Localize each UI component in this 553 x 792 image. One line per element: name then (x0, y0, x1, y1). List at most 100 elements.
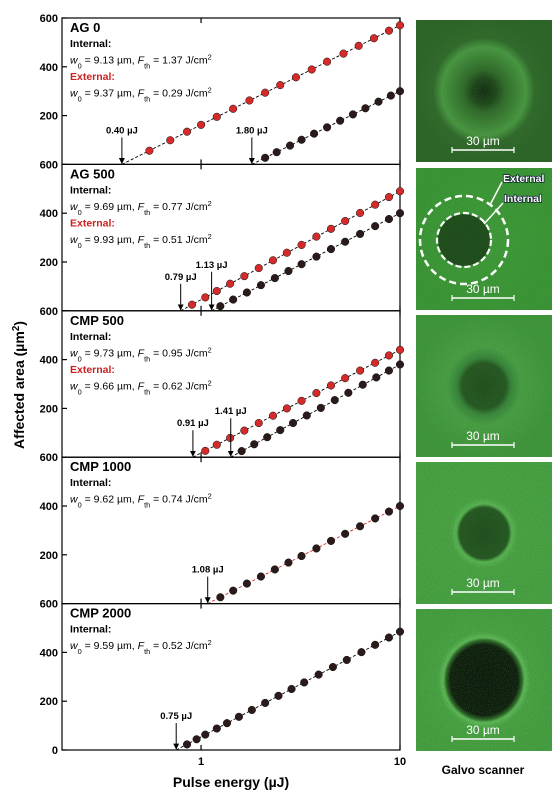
data-point (396, 187, 404, 195)
y-tick-label: 400 (40, 355, 58, 367)
text-segment: 2 (208, 231, 212, 240)
data-point (340, 50, 348, 58)
y-tick-label: 600 (40, 13, 58, 25)
data-point (213, 725, 221, 733)
data-point (193, 735, 201, 743)
note-label: Internal: (70, 624, 111, 636)
data-point (371, 201, 379, 209)
data-point (371, 222, 379, 230)
data-point (243, 580, 251, 588)
data-point (356, 367, 364, 375)
data-point (385, 193, 393, 201)
data-point (213, 441, 221, 449)
scale-bar-label: 30 µm (466, 282, 500, 296)
data-point (396, 22, 404, 30)
micrograph: 30 µm (416, 315, 552, 457)
data-point (313, 233, 321, 241)
fit-parameters: w0 = 9.13 µm, Fth = 1.37 J/cm2 (70, 52, 212, 70)
y-tick-label: 400 (40, 647, 58, 659)
data-point (213, 113, 221, 121)
text-segment: = 0.51 J/cm (150, 234, 208, 246)
plot-frame (62, 457, 400, 603)
text-segment: = 9.37 µm, (82, 88, 138, 100)
data-point (243, 289, 251, 297)
data-point (223, 719, 231, 727)
fit-line (193, 350, 400, 457)
data-point (241, 427, 249, 435)
data-point (303, 412, 311, 420)
data-point (331, 396, 339, 404)
data-point (372, 374, 380, 382)
note-label: Internal: (70, 38, 111, 50)
data-point (341, 374, 349, 382)
note-label: Internal: (70, 477, 111, 489)
text-segment: 2 (208, 52, 212, 61)
fit-parameters: w0 = 9.93 µm, Fth = 0.51 J/cm2 (70, 231, 212, 249)
data-point (263, 433, 271, 441)
text-segment: = 9.66 µm, (82, 380, 138, 392)
text-segment: = 9.93 µm, (82, 234, 138, 246)
data-point (327, 382, 335, 390)
data-point (226, 280, 234, 288)
data-point (261, 89, 269, 97)
text-segment: 2 (208, 378, 212, 387)
fit-parameters: w0 = 9.66 µm, Fth = 0.62 J/cm2 (70, 378, 212, 396)
text-segment: 2 (208, 345, 212, 354)
figure: 200400600AG 0Internal:w0 = 9.13 µm, Fth … (0, 0, 553, 792)
data-point (341, 530, 349, 538)
data-point (226, 434, 234, 442)
text-segment: ) (11, 321, 27, 326)
text-segment: = 9.62 µm, (82, 494, 138, 506)
data-point (396, 209, 404, 217)
data-point (313, 545, 321, 553)
y-tick-label: 200 (40, 550, 58, 562)
data-point (217, 593, 225, 601)
text-segment: = 0.77 J/cm (150, 201, 208, 213)
data-point (396, 502, 404, 510)
data-point (288, 685, 296, 693)
threshold-label: 0.75 µJ (160, 711, 192, 722)
micrograph: 30 µm (416, 462, 552, 604)
data-point (371, 515, 379, 523)
plot-frame (62, 604, 400, 750)
text-segment: Affected area (µm (11, 331, 27, 449)
x-tick-label: 1 (198, 756, 204, 768)
note-label: Internal: (70, 331, 111, 343)
data-point (356, 209, 364, 217)
data-point (188, 301, 196, 309)
data-point (341, 238, 349, 246)
y-tick-label: 400 (40, 62, 58, 74)
data-point (385, 634, 393, 642)
data-point (317, 404, 325, 412)
text-segment: 2 (208, 198, 212, 207)
data-point (336, 117, 344, 125)
threshold-label: 1.80 µJ (236, 125, 268, 136)
note-label: Internal: (70, 184, 111, 196)
text-segment: = 0.29 J/cm (150, 88, 208, 100)
data-point (183, 128, 191, 136)
data-point (257, 573, 265, 581)
data-point (269, 412, 277, 420)
data-point (355, 42, 363, 50)
scale-bar-label: 30 µm (466, 723, 500, 737)
data-point (396, 346, 404, 354)
y-tick-label: 200 (40, 403, 58, 415)
data-point (298, 397, 306, 405)
data-point (248, 706, 256, 714)
data-point (313, 389, 321, 397)
data-point (362, 104, 370, 112)
data-point (201, 294, 209, 302)
data-point (276, 426, 284, 434)
data-point (292, 73, 300, 81)
data-point (285, 267, 293, 275)
data-point (308, 66, 316, 74)
micrograph: 30 µm (416, 20, 552, 162)
data-point (271, 566, 279, 574)
data-point (183, 741, 191, 749)
text-segment: = 0.74 J/cm (150, 494, 208, 506)
data-point (375, 98, 383, 106)
data-point (283, 249, 291, 257)
data-point (261, 154, 269, 162)
data-point (255, 419, 263, 427)
data-point (359, 381, 367, 389)
